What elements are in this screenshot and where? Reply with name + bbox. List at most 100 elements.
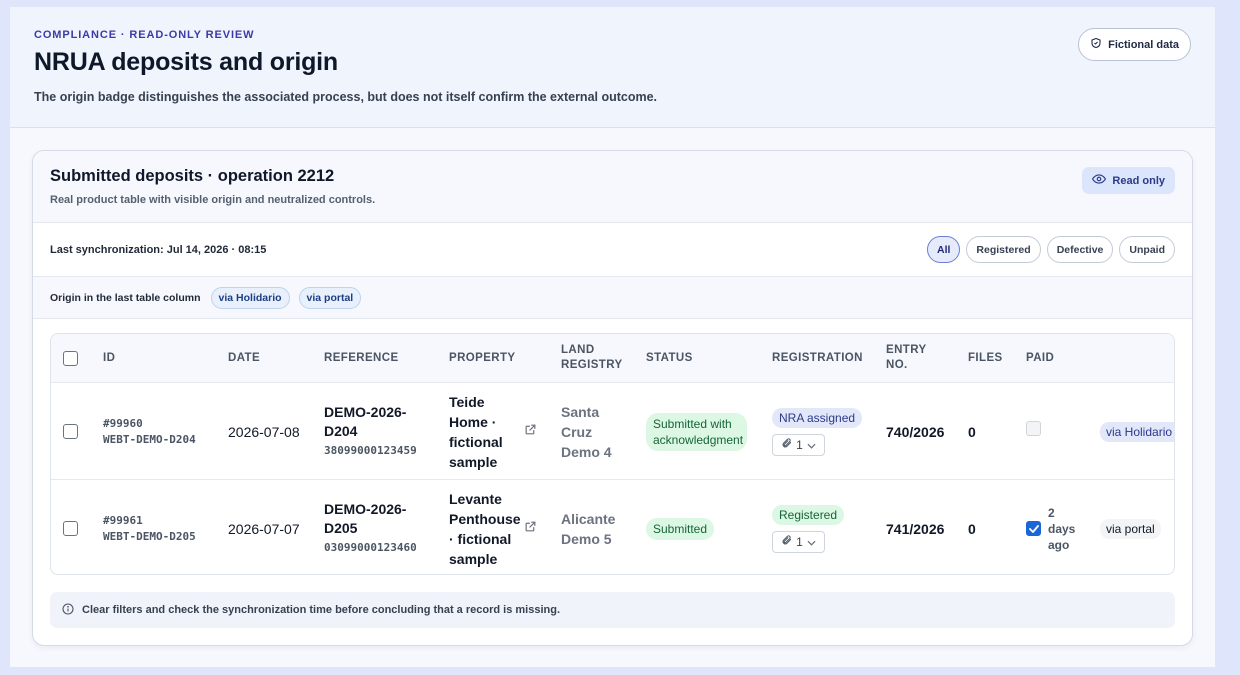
- table-row: #99961 WEBT-DEMO-D205 2026-07-07 DEMO-20…: [51, 479, 1174, 574]
- origin-chip-portal: via portal: [298, 286, 362, 309]
- origin-legend: Origin in the last table column via Holi…: [33, 277, 1192, 319]
- filter-unpaid[interactable]: Unpaid: [1119, 236, 1175, 263]
- read-only-label: Read only: [1112, 174, 1165, 187]
- row-land-registry-name: Alicante Demo 5: [561, 510, 616, 547]
- row-entry-no: 740/2026: [886, 423, 945, 440]
- page-header: COMPLIANCE · READ-ONLY REVIEW NRUA depos…: [10, 7, 1215, 128]
- paid-checkbox[interactable]: [1026, 421, 1041, 436]
- row-id-number: #99961: [103, 513, 143, 527]
- row-select-cell: [63, 480, 78, 574]
- row-status: Submitted with acknowledgment: [646, 383, 747, 480]
- col-registration[interactable]: REGISTRATION: [772, 351, 863, 364]
- row-land-registry: Alicante Demo 5: [561, 480, 631, 574]
- row-paid: 2 days ago: [1026, 480, 1080, 574]
- row-reference-code-2: D204: [324, 423, 358, 439]
- col-entry-no[interactable]: ENTRY NO.: [886, 334, 927, 382]
- row-property: Teide Home · fictional sample: [449, 383, 519, 480]
- row-date: 2026-07-07: [228, 520, 300, 537]
- col-land-registry-line2: REGISTRY: [561, 359, 623, 371]
- row-reference-number: 03099000123460: [324, 541, 417, 554]
- row-id: #99961 WEBT-DEMO-D205: [103, 480, 196, 574]
- paperclip-icon: [781, 437, 792, 452]
- col-date[interactable]: DATE: [228, 351, 261, 364]
- col-paid[interactable]: PAID: [1026, 351, 1055, 364]
- paid-checkbox[interactable]: [1026, 521, 1041, 536]
- row-id: #99960 WEBT-DEMO-D204: [103, 383, 196, 480]
- col-id[interactable]: ID: [103, 351, 116, 364]
- origin-legend-label: Origin in the last table column: [50, 291, 201, 304]
- registration-badge: Registered: [772, 504, 845, 525]
- row-land-registry: Santa Cruz Demo 4: [561, 383, 631, 480]
- status-badge: Submitted: [646, 517, 715, 540]
- row-reference-code-2: D205: [324, 520, 358, 536]
- col-land-registry-line1: LAND: [561, 344, 595, 356]
- fictional-data-label: Fictional data: [1108, 38, 1179, 51]
- origin-chip-holidario: via Holidario: [210, 286, 290, 309]
- col-entry-line2: NO.: [886, 359, 908, 371]
- filter-registered[interactable]: Registered: [966, 236, 1041, 263]
- notice-banner: Clear filters and check the synchronizat…: [50, 592, 1175, 628]
- table-header: ID DATE REFERENCE PROPERTY LAND REGISTRY…: [51, 334, 1174, 382]
- row-select-cell: [63, 383, 78, 480]
- row-date: 2026-07-08: [228, 423, 300, 440]
- fictional-data-badge: Fictional data: [1078, 28, 1191, 61]
- card-title: Submitted deposits · operation 2212: [50, 167, 335, 185]
- paperclip-icon: [781, 534, 792, 549]
- registration-badge: NRA assigned: [772, 407, 863, 428]
- sync-row: Last synchronization: Jul 14, 2026 · 08:…: [33, 223, 1192, 277]
- read-only-badge: Read only: [1082, 167, 1175, 194]
- row-property: Levante Penthouse · fictional sample: [449, 480, 523, 574]
- row-id-number: #99960: [103, 416, 143, 430]
- attachments-count: 1: [796, 437, 803, 452]
- attachments-count: 1: [796, 534, 803, 549]
- col-reference[interactable]: REFERENCE: [324, 351, 399, 364]
- chevron-down-icon: [807, 535, 816, 549]
- select-all-checkbox[interactable]: [63, 350, 78, 366]
- origin-badge: via portal: [1100, 518, 1161, 539]
- row-reference: DEMO-2026- D204 38099000123459: [324, 383, 417, 480]
- row-checkbox[interactable]: [63, 521, 78, 536]
- row-reference-number: 38099000123459: [324, 444, 417, 457]
- attachments-dropdown[interactable]: 1: [772, 530, 825, 553]
- row-origin: via Holidario: [1100, 383, 1174, 480]
- origin-badge: via Holidario: [1100, 421, 1174, 442]
- card-subtitle: Real product table with visible origin a…: [50, 194, 376, 206]
- col-files[interactable]: FILES: [968, 351, 1003, 364]
- row-property-name: Levante Penthouse · fictional sample: [449, 490, 521, 567]
- status-badge: Submitted with acknowledgment: [646, 412, 747, 451]
- row-registration: Registered 1: [772, 480, 845, 574]
- eyebrow: COMPLIANCE · READ-ONLY REVIEW: [34, 29, 255, 41]
- table-row: #99960 WEBT-DEMO-D204 2026-07-08 DEMO-20…: [51, 382, 1174, 479]
- last-sync-label: Last synchronization: Jul 14, 2026 · 08:…: [50, 243, 267, 256]
- row-land-registry-name: Santa Cruz Demo 4: [561, 403, 612, 460]
- filter-defective[interactable]: Defective: [1046, 236, 1114, 263]
- attachments-dropdown[interactable]: 1: [772, 433, 825, 456]
- row-id-code: WEBT-DEMO-D204: [103, 432, 196, 446]
- row-origin: via portal: [1100, 480, 1161, 574]
- row-checkbox[interactable]: [63, 424, 78, 439]
- filter-group: All Registered Defective Unpaid: [927, 236, 1175, 263]
- external-link-icon[interactable]: [524, 423, 537, 441]
- chevron-down-icon: [807, 438, 816, 452]
- info-icon: [62, 602, 74, 618]
- row-property-link[interactable]: [524, 383, 537, 480]
- page-description: The origin badge distinguishes the assoc…: [34, 90, 658, 104]
- app-frame: COMPLIANCE · READ-ONLY REVIEW NRUA depos…: [10, 7, 1215, 667]
- filter-all[interactable]: All: [927, 236, 961, 263]
- row-reference: DEMO-2026- D205 03099000123460: [324, 480, 417, 574]
- row-property-link[interactable]: [524, 480, 537, 574]
- col-land-registry[interactable]: LAND REGISTRY: [561, 334, 623, 382]
- card-header: Submitted deposits · operation 2212 Real…: [33, 151, 1192, 223]
- row-property-name: Teide Home · fictional sample: [449, 393, 503, 470]
- col-property[interactable]: PROPERTY: [449, 351, 516, 364]
- col-entry-line1: ENTRY: [886, 344, 927, 356]
- row-id-code: WEBT-DEMO-D205: [103, 529, 196, 543]
- external-link-icon[interactable]: [524, 520, 537, 538]
- select-all-cell: [63, 334, 78, 382]
- deposits-card: Submitted deposits · operation 2212 Real…: [32, 150, 1193, 646]
- row-reference-code-1: DEMO-2026-: [324, 501, 407, 517]
- page-title: NRUA deposits and origin: [34, 48, 339, 76]
- col-status[interactable]: STATUS: [646, 351, 693, 364]
- eye-icon: [1092, 173, 1107, 188]
- shield-icon: [1090, 37, 1102, 52]
